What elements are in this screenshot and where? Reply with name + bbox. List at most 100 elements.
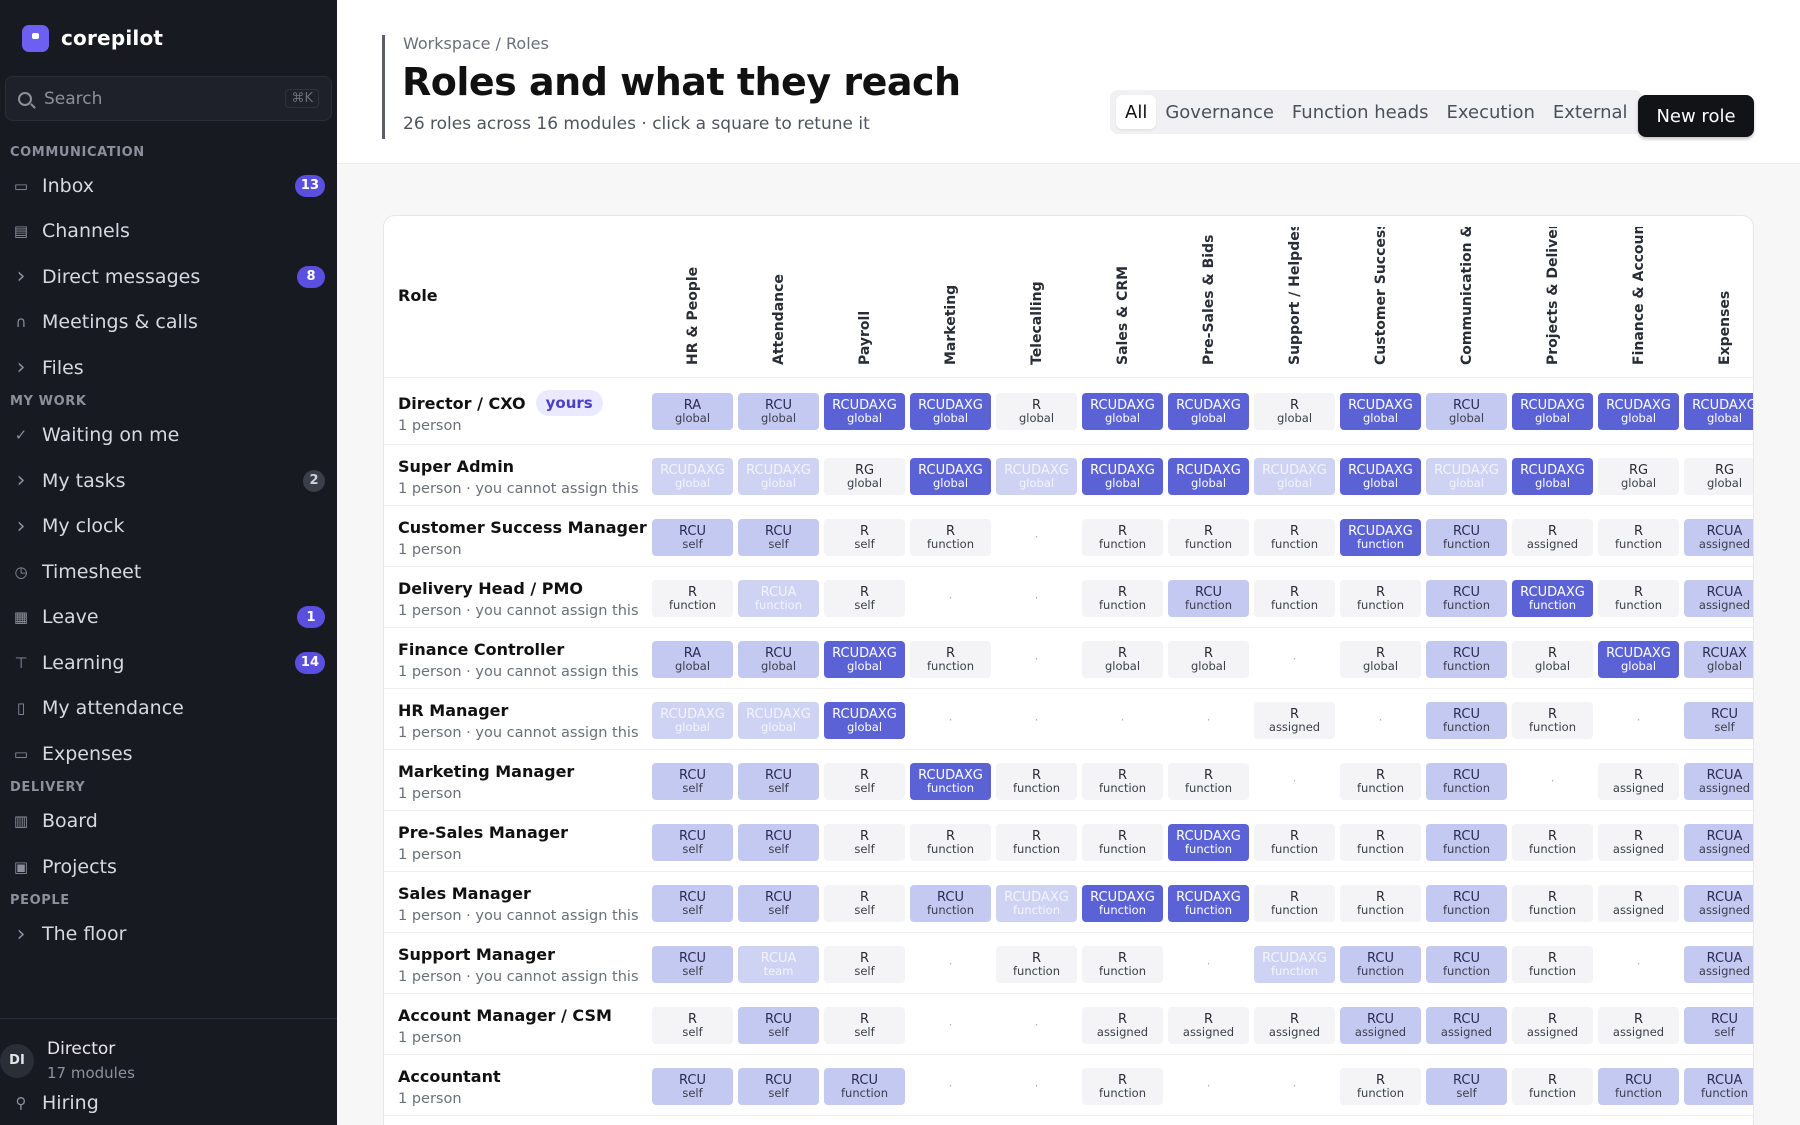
- permission-cell[interactable]: RCUDAXG global: [996, 458, 1077, 495]
- permission-cell[interactable]: RCU global: [738, 393, 819, 430]
- permission-cell[interactable]: RCUDAXG global: [1598, 641, 1679, 678]
- sidebar-item-expenses[interactable]: ▭ Expenses: [0, 731, 337, 777]
- permission-cell[interactable]: ·: [948, 1018, 953, 1033]
- permission-cell[interactable]: ·: [1034, 591, 1039, 606]
- permission-cell[interactable]: RCUAX global: [1684, 641, 1753, 678]
- permission-cell[interactable]: RCU self: [652, 946, 733, 983]
- permission-cell[interactable]: ·: [1206, 1079, 1211, 1094]
- sidebar-item-my-tasks[interactable]: › My tasks 2: [0, 458, 337, 504]
- permission-cell[interactable]: ·: [1120, 713, 1125, 728]
- permission-cell[interactable]: ·: [1206, 713, 1211, 728]
- permission-cell[interactable]: RCUA assigned: [1684, 580, 1753, 617]
- permission-cell[interactable]: ·: [1034, 1018, 1039, 1033]
- sidebar-item-waiting-on-me[interactable]: ✓ Waiting on me: [0, 413, 337, 459]
- sidebar-item-projects[interactable]: ▣ Projects: [0, 844, 337, 890]
- permission-cell[interactable]: RCUDAXG global: [1340, 458, 1421, 495]
- permission-cell[interactable]: RCU function: [1426, 885, 1507, 922]
- permission-cell[interactable]: RCU function: [1426, 824, 1507, 861]
- permission-cell[interactable]: RCU assigned: [1426, 1007, 1507, 1044]
- permission-cell[interactable]: RCU assigned: [1340, 1007, 1421, 1044]
- profile[interactable]: DI Director 17 modules: [0, 1019, 337, 1082]
- sidebar-item-my-clock[interactable]: › My clock: [0, 504, 337, 550]
- permission-cell[interactable]: RCUDAXG global: [738, 702, 819, 739]
- permission-cell[interactable]: RCU self: [738, 885, 819, 922]
- permission-cell[interactable]: ·: [948, 1079, 953, 1094]
- permission-cell[interactable]: RCU self: [652, 885, 733, 922]
- permission-cell[interactable]: RCUDAXG global: [1426, 458, 1507, 495]
- permission-cell[interactable]: RCUDAXG global: [1168, 458, 1249, 495]
- permission-cell[interactable]: RCUA function: [1684, 1068, 1753, 1105]
- brand[interactable]: corepilot: [0, 0, 337, 76]
- permission-cell[interactable]: RCU function: [1340, 946, 1421, 983]
- permission-cell[interactable]: RCUDAXG global: [1340, 393, 1421, 430]
- permission-cell[interactable]: RA global: [652, 641, 733, 678]
- role-row[interactable]: Delivery Head / PMO 1 person · you cannot…: [384, 567, 1753, 628]
- permission-cell[interactable]: RCUDAXG global: [1168, 393, 1249, 430]
- permission-cell[interactable]: ·: [1206, 957, 1211, 972]
- permission-cell[interactable]: RCU function: [910, 885, 991, 922]
- permission-cell[interactable]: ·: [1636, 713, 1641, 728]
- permission-cell[interactable]: RCUA assigned: [1684, 519, 1753, 556]
- permission-cell[interactable]: RCUDAXG global: [652, 702, 733, 739]
- permission-cell[interactable]: ·: [1378, 713, 1383, 728]
- permission-cell[interactable]: RCUDAXG global: [652, 458, 733, 495]
- permission-cell[interactable]: RCU self: [738, 1007, 819, 1044]
- permission-cell[interactable]: RCU self: [738, 519, 819, 556]
- permission-cell[interactable]: RCUDAXG global: [824, 702, 905, 739]
- permission-cell[interactable]: ·: [1550, 774, 1555, 789]
- role-row[interactable]: Finance Controller 1 person · you cannot …: [384, 628, 1753, 689]
- permission-cell[interactable]: RCU self: [1684, 1007, 1753, 1044]
- permission-cell[interactable]: RCUDAXG function: [1340, 519, 1421, 556]
- permission-cell[interactable]: RCUDAXG function: [1512, 580, 1593, 617]
- permission-cell[interactable]: RCUDAXG global: [1082, 458, 1163, 495]
- role-row[interactable]: Marketing Manager 1 person RCU self RCU self R…: [384, 750, 1753, 811]
- permission-cell[interactable]: RG global: [824, 458, 905, 495]
- filter-tab-function-heads[interactable]: Function heads: [1291, 101, 1429, 123]
- permission-cell[interactable]: ·: [1034, 713, 1039, 728]
- permission-cell[interactable]: RCUDAXG global: [910, 458, 991, 495]
- breadcrumb[interactable]: Workspace / Roles: [403, 34, 549, 53]
- new-role-button[interactable]: New role: [1638, 95, 1754, 137]
- permission-cell[interactable]: ·: [1292, 652, 1297, 667]
- permission-cell[interactable]: RCUA team: [738, 946, 819, 983]
- sidebar-item-meetings-calls[interactable]: ∩ Meetings & calls: [0, 300, 337, 346]
- permission-cell[interactable]: RCUDAXG function: [910, 763, 991, 800]
- role-row[interactable]: Accountant 1 person RCU self RCU self RCU funct…: [384, 1055, 1753, 1116]
- permission-cell[interactable]: ·: [1034, 1079, 1039, 1094]
- filter-tab-all[interactable]: All: [1116, 95, 1157, 129]
- permission-cell[interactable]: RCUA assigned: [1684, 824, 1753, 861]
- permission-cell[interactable]: RCU function: [824, 1068, 905, 1105]
- filter-tab-external[interactable]: External: [1552, 101, 1628, 123]
- permission-cell[interactable]: RCUDAXG global: [824, 641, 905, 678]
- sidebar-item-inbox[interactable]: ▭ Inbox 13: [0, 163, 337, 209]
